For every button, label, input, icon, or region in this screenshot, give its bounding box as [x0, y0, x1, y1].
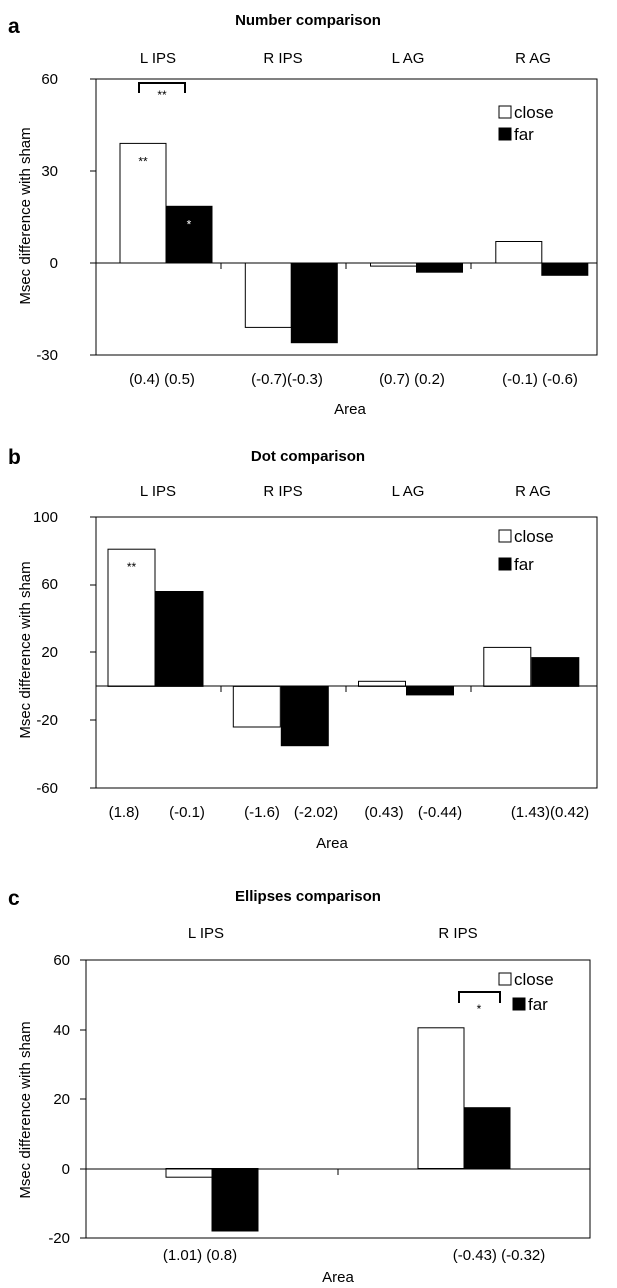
panel-a-legend-close-swatch — [498, 105, 512, 119]
panel-c-bracket-label: * — [477, 1002, 482, 1016]
panel-a-title: Number comparison — [235, 12, 381, 29]
panel-b-bar-close-r-ag — [483, 646, 532, 687]
panel-c-category-l-ips: L IPS — [188, 925, 224, 942]
panel-a-letter: a — [8, 15, 20, 38]
panel-a-category-l-ips: L IPS — [140, 50, 176, 67]
panel-b-annotation-4: (-2.02) — [294, 804, 338, 821]
panel-b-ytick-100: 100 — [33, 509, 58, 526]
panel-c-bar-close-l-ips — [165, 1168, 213, 1178]
panel-c-letter: c — [8, 887, 20, 910]
panel-c-annotation-r-ips: (-0.43) (-0.32) — [453, 1247, 546, 1264]
panel-b-annotation-7: (1.43)(0.42) — [511, 804, 589, 821]
panel-a-ylabel: Msec difference with sham — [17, 127, 34, 304]
panel-a-bar-significance-label: ** — [138, 154, 148, 168]
panel-a-category-r-ips: R IPS — [263, 50, 302, 67]
panel-b-xlabel: Area — [316, 835, 348, 852]
panel-b-bar-close-r-ips — [232, 685, 281, 728]
panel-a-bar-close-r-ag — [495, 241, 543, 264]
panel-a-bar-far-l-ips — [165, 205, 213, 264]
panel-c-annotation-l-ips: (1.01) (0.8) — [163, 1247, 237, 1264]
panel-c: c Ellipses comparison L IPS R IPS Msec d… — [8, 887, 591, 1286]
panel-a-ytick-0: 0 — [50, 255, 58, 272]
panel-a-xlabel: Area — [334, 401, 366, 418]
panel-b-title: Dot comparison — [251, 448, 365, 465]
panel-a: a Number comparison L IPS R IPS L AG R A… — [8, 12, 598, 418]
panel-b-ytick-minus-20: -20 — [36, 712, 58, 729]
panel-b-category-r-ag: R AG — [515, 483, 551, 500]
panel-c-ylabel: Msec difference with sham — [17, 1021, 34, 1198]
panel-b-ytick-20: 20 — [41, 644, 58, 661]
panel-b-bar-far-r-ips — [280, 685, 329, 747]
panel-c-legend-far-swatch — [512, 997, 526, 1011]
panel-b-letter: b — [8, 446, 21, 469]
panel-b-annotation-1: (1.8) — [109, 804, 140, 821]
panel-c-legend-far: far — [528, 995, 548, 1014]
panel-b-ytick-minus-60: -60 — [36, 780, 58, 797]
panel-a-annotation-l-ag: (0.7) (0.2) — [379, 371, 445, 388]
panel-a-bar-far-l-ag — [416, 262, 463, 273]
panel-c-ytick-20: 20 — [53, 1091, 70, 1108]
panel-a-bars: *** — [119, 142, 589, 344]
panel-b-legend-close: close — [514, 527, 554, 546]
panel-a-category-r-ag: R AG — [515, 50, 551, 67]
panel-b-bar-significance-label: ** — [127, 560, 137, 574]
panel-a-ytick-60: 60 — [41, 71, 58, 88]
panel-b-ytick-60: 60 — [41, 576, 58, 593]
panel-c-ytick-60: 60 — [53, 952, 70, 969]
panel-a-bracket-label: ** — [157, 88, 167, 102]
panel-b-category-l-ag: L AG — [392, 483, 425, 500]
panel-a-bar-far-r-ag — [541, 262, 589, 276]
panel-b-annotation-6: (-0.44) — [418, 804, 462, 821]
panel-b-category-r-ips: R IPS — [263, 483, 302, 500]
panel-c-significance-bracket — [458, 991, 501, 1003]
panel-c-legend-close-swatch — [498, 972, 512, 986]
panel-b-category-l-ips: L IPS — [140, 483, 176, 500]
panel-c-bar-close-r-ips — [417, 1027, 465, 1170]
panel-b-bars: ** — [107, 548, 580, 747]
panel-b: b Dot comparison L IPS R IPS L AG R AG M… — [8, 446, 598, 852]
panel-b-legend-far: far — [514, 555, 534, 574]
panel-a-ytick-minus-30: -30 — [36, 347, 58, 364]
panel-a-category-l-ag: L AG — [392, 50, 425, 67]
panel-a-significance-bracket — [138, 82, 186, 93]
panel-a-bar-significance-label: * — [187, 217, 192, 231]
panel-b-ylabel: Msec difference with sham — [17, 561, 34, 738]
panel-a-legend-far: far — [514, 125, 534, 144]
panel-b-bar-far-l-ips — [155, 591, 204, 687]
panel-b-bar-far-r-ag — [531, 657, 580, 687]
panel-c-xlabel: Area — [322, 1269, 354, 1286]
panel-a-annotation-l-ips: (0.4) (0.5) — [129, 371, 195, 388]
panel-b-bar-close-l-ips — [107, 548, 156, 687]
panel-b-legend-far-swatch — [498, 557, 512, 571]
panel-a-ytick-30: 30 — [41, 163, 58, 180]
panel-a-annotation-r-ips: (-0.7)(-0.3) — [251, 371, 323, 388]
panel-b-annotation-5: (0.43) — [364, 804, 403, 821]
panel-c-bar-far-l-ips — [211, 1168, 259, 1232]
panel-c-bar-far-r-ips — [463, 1107, 511, 1169]
panel-c-ytick-minus-20: -20 — [48, 1230, 70, 1247]
panel-a-bar-close-l-ips — [119, 142, 167, 264]
panel-c-bars — [165, 1027, 511, 1232]
panel-a-legend-far-swatch — [498, 127, 512, 141]
panel-c-legend-close: close — [514, 970, 554, 989]
panel-b-annotation-3: (-1.6) — [244, 804, 280, 821]
panel-a-bar-far-r-ips — [290, 262, 338, 344]
panel-b-legend-close-swatch — [498, 529, 512, 543]
panel-b-annotation-2: (-0.1) — [169, 804, 205, 821]
panel-c-category-r-ips: R IPS — [438, 925, 477, 942]
panel-a-annotation-r-ag: (-0.1) (-0.6) — [502, 371, 578, 388]
panel-b-bar-far-l-ag — [406, 685, 454, 696]
panel-c-ytick-0: 0 — [62, 1161, 70, 1178]
panel-c-title: Ellipses comparison — [235, 888, 381, 905]
panel-a-plot-frame — [95, 78, 598, 356]
panel-a-legend-close: close — [514, 103, 554, 122]
panel-a-bar-close-r-ips — [244, 262, 292, 328]
panel-c-ytick-40: 40 — [53, 1022, 70, 1039]
